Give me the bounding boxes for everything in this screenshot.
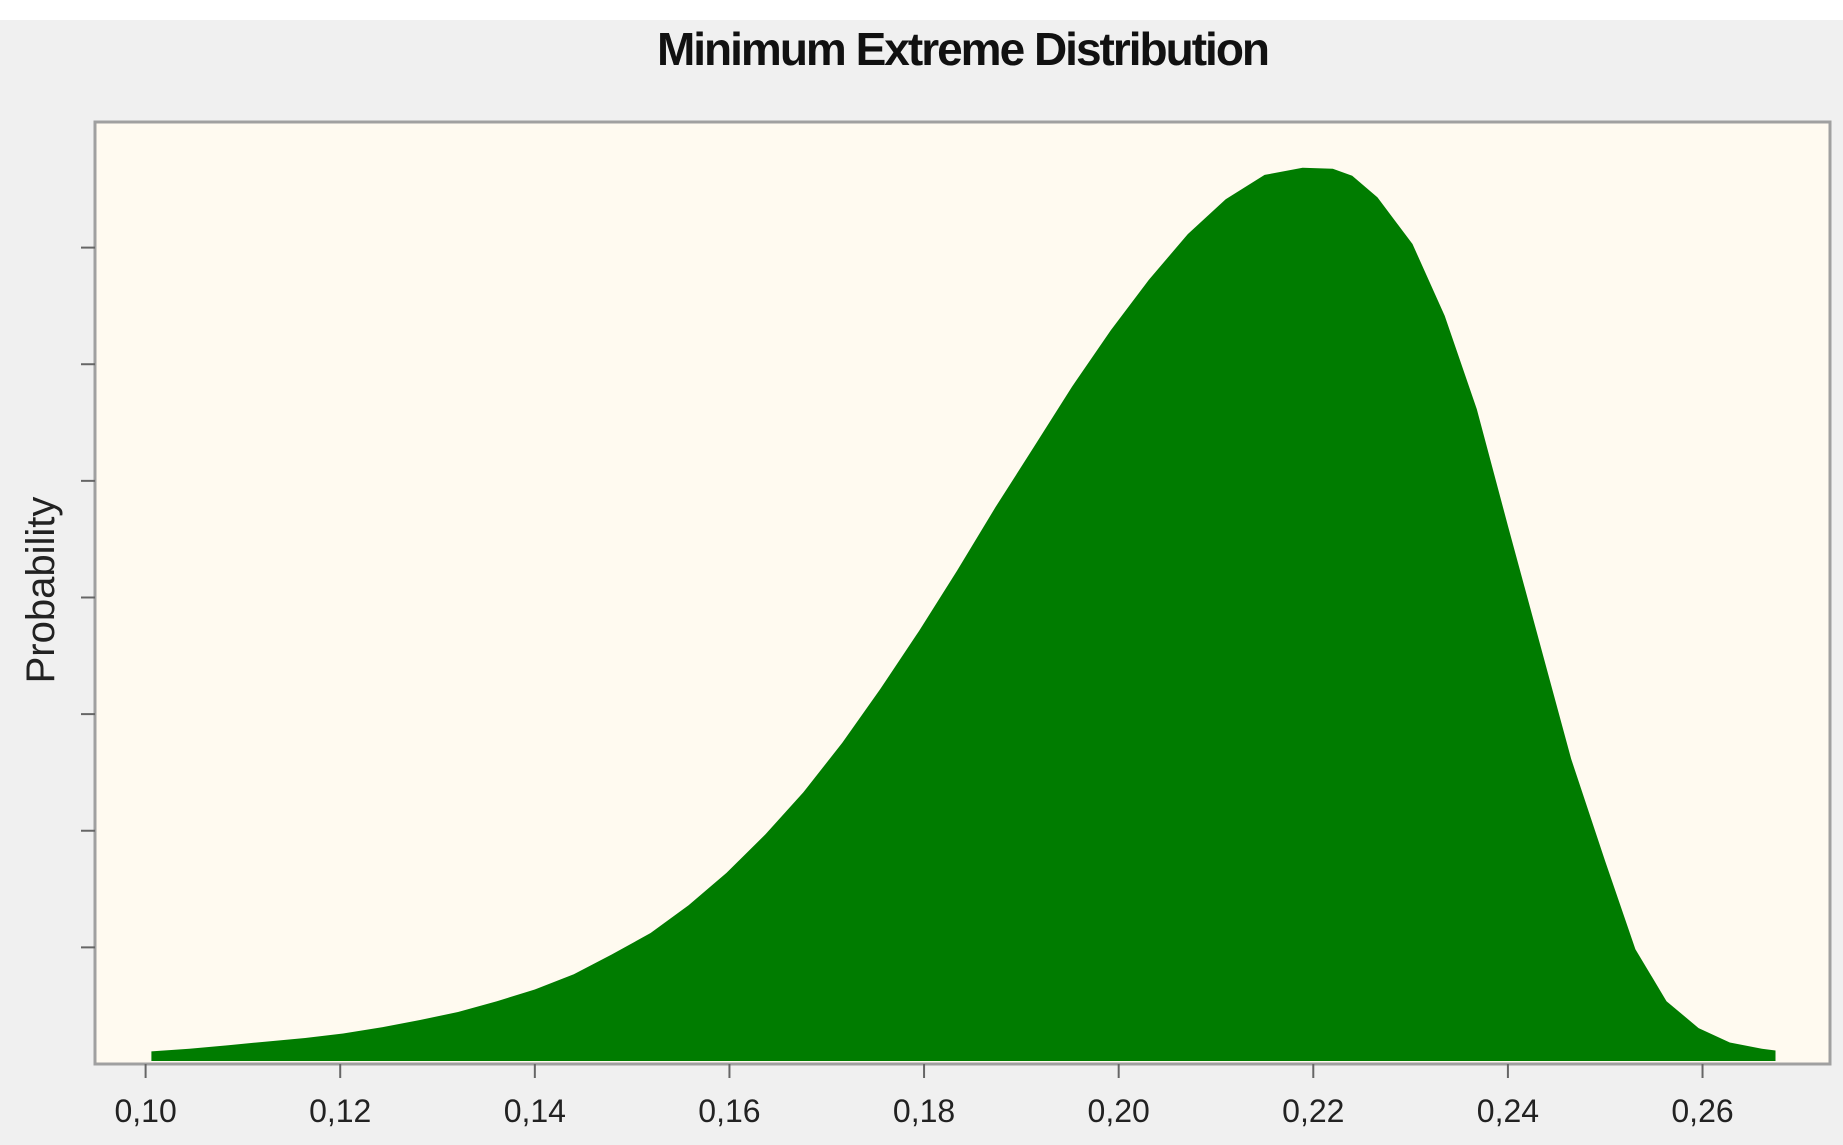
distribution-area (151, 167, 1776, 1062)
x-tick-label-7: 0,24 (1477, 1093, 1539, 1129)
x-tick-label-6: 0,22 (1282, 1093, 1344, 1129)
x-tick-label-3: 0,16 (698, 1093, 760, 1129)
x-tick-label-8: 0,26 (1671, 1093, 1733, 1129)
x-axis: 0,10 0,12 0,14 0,16 0,18 0,20 0,22 0,24 0,26 (114, 1064, 1734, 1129)
x-tick-label-2: 0,14 (504, 1093, 566, 1129)
x-tick-label-1: 0,12 (309, 1093, 371, 1129)
y-axis-label: Probability (19, 497, 63, 684)
y-axis (81, 246, 95, 949)
x-tick-label-5: 0,20 (1088, 1093, 1150, 1129)
chart-title: Minimum Extreme Distribution (656, 23, 1270, 75)
distribution-marks (151, 167, 1776, 1062)
x-tick-label-4: 0,18 (893, 1093, 955, 1129)
x-tick-label-0: 0,10 (114, 1093, 176, 1129)
